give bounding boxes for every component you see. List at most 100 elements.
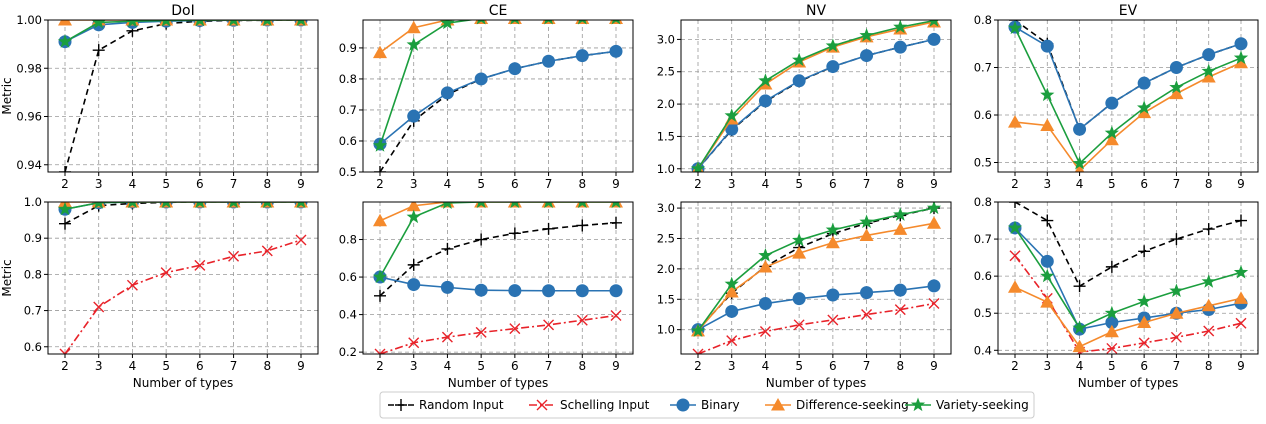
data-point-random [374,166,386,172]
data-point-random [407,258,420,271]
series-line-difference [697,21,935,170]
grid [998,19,1258,172]
legend-symbol-binary [670,398,696,412]
data-point-difference [575,20,590,24]
data-point-variety [476,20,486,25]
legend-label-random: Random Input [419,398,504,412]
x-tick-label: 6 [196,177,204,191]
series-group [57,202,308,354]
data-point-schelling [1170,331,1182,343]
data-point-schelling [1009,250,1021,262]
data-point-difference [373,45,387,59]
data-point-binary [1202,48,1216,62]
x-tick-label: 3 [95,177,103,191]
data-point-binary [927,279,941,293]
x-tick-label: 4 [762,177,770,191]
data-point-binary [860,286,874,300]
data-point-binary [407,278,421,292]
x-tick-label: 8 [263,359,271,373]
series-group [1007,20,1249,172]
data-point-binary [826,60,840,74]
data-point-variety [758,248,773,262]
data-point-schelling [1106,342,1118,354]
x-tick-label: 4 [762,359,770,373]
data-point-random [1235,214,1247,227]
data-point-difference [294,20,308,26]
data-point-difference [192,20,207,26]
data-point-binary [575,49,589,63]
data-point-binary [609,44,623,58]
data-point-variety [1169,283,1184,298]
data-point-difference [893,222,908,235]
data-point-difference [1074,163,1085,172]
plot-frame [680,201,952,355]
data-point-difference [226,20,241,26]
x-tick-label: 6 [511,177,519,191]
x-tick-label: 7 [1173,359,1181,373]
legend-entry-schelling: Schelling Input [529,398,650,412]
x-tick-label: 3 [1043,359,1051,373]
data-point-variety [544,20,553,25]
data-point-binary [1073,122,1087,136]
y-tick-label: 1.0 [657,162,675,176]
data-point-schelling [692,348,704,354]
series-line-difference [697,222,935,332]
data-point-variety [1104,305,1119,320]
data-point-variety [195,202,205,209]
data-point-variety [510,20,520,25]
data-point-difference [1040,118,1055,131]
x-tick-label: 7 [230,359,238,373]
x-axis-label: Number of types [448,376,548,390]
data-point-variety [93,202,104,209]
series-line-variety [697,20,935,170]
y-tick-label: 0.4 [974,343,992,357]
data-point-binary [474,72,488,86]
data-point-binary [893,283,907,297]
data-point-variety [128,202,137,209]
x-tick-label: 9 [297,359,305,373]
y-tick-label: 1.5 [657,292,675,306]
y-tick-label: 2.0 [657,262,675,276]
y-tick-label: 0.96 [16,110,42,124]
y-tick-label: 0.5 [339,165,357,179]
series-line-schelling [64,239,302,354]
y-tick-label: 0.8 [974,195,992,209]
data-point-variety [229,202,238,209]
plot-frame [680,19,952,173]
data-point-random [1105,260,1118,273]
legend-marker-binary [676,398,690,412]
y-tick-label: 0.8 [339,233,357,247]
data-point-difference [406,20,421,34]
data-point-difference [859,228,874,241]
data-point-variety [195,20,205,27]
data-point-variety [724,108,739,122]
data-point-binary [758,94,772,108]
data-point-binary [407,109,421,123]
data-point-variety [1201,274,1216,288]
data-point-schelling [793,319,805,331]
data-point-random [1009,202,1021,208]
data-point-schelling [228,250,240,262]
data-point-variety [825,222,840,237]
x-tick-label: 8 [1205,177,1213,191]
y-tick-label: 0.6 [974,269,992,283]
chart-title: CE [489,3,508,19]
data-point-variety [1137,293,1152,308]
data-point-difference [1072,339,1087,353]
x-tick-label: 5 [1108,177,1116,191]
data-point-binary [440,86,454,100]
data-point-difference [507,20,522,24]
series-line-random [64,20,302,172]
series-group [57,20,308,172]
data-point-binary [508,62,522,76]
legend-marker-schelling [536,399,548,411]
plot-frame [997,19,1259,173]
y-tick-label: 0.8 [339,72,357,86]
data-point-variety [372,138,388,152]
legend-entry-variety: Variety-seeking [905,397,1029,412]
data-point-difference [1234,55,1248,69]
x-tick-label: 6 [829,177,837,191]
data-point-schelling [1235,317,1247,329]
x-tick-label: 3 [410,359,418,373]
